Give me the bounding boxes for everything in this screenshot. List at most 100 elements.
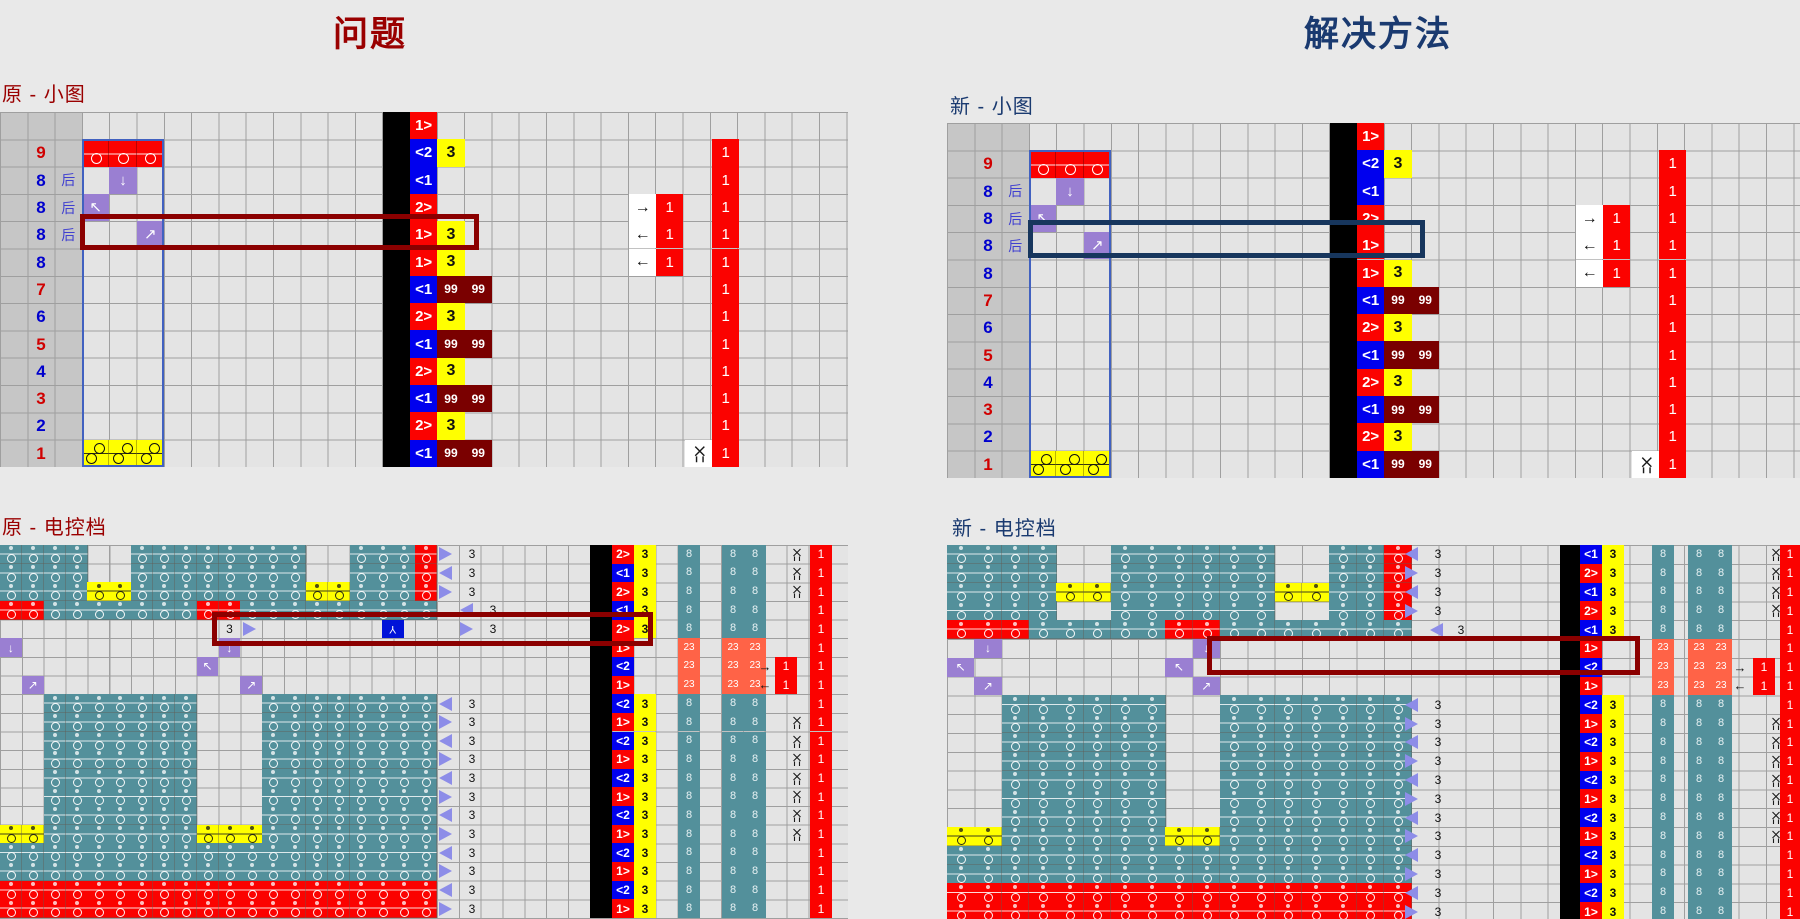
speed-cell: 8 xyxy=(722,545,744,564)
knit-cell xyxy=(1247,545,1276,565)
knit-cell xyxy=(974,902,1003,919)
knit-cell xyxy=(371,694,394,714)
speed-cell: 8 xyxy=(678,619,700,639)
clip-symbol-icon xyxy=(793,753,801,767)
knit-cell xyxy=(284,880,307,900)
knit-cell xyxy=(1220,582,1248,602)
carriage-direction-triangle-icon xyxy=(439,547,452,562)
speed-cell: 8 xyxy=(1688,695,1710,715)
takedown-cell: 1 xyxy=(1659,286,1687,315)
knit-cell xyxy=(131,694,154,714)
knit-cell xyxy=(1220,808,1248,828)
knit-cell xyxy=(240,545,263,565)
knit-cell xyxy=(974,563,1003,584)
knit-cell xyxy=(284,582,307,602)
knit-cell xyxy=(0,843,23,863)
direction-cell: <2 xyxy=(612,843,634,863)
knit-cell xyxy=(1056,714,1084,734)
new-small-label: 新 - 小图 xyxy=(950,96,1034,118)
speed-cell: 8 xyxy=(1688,770,1710,790)
clip-symbol-icon xyxy=(793,567,801,580)
pass-count-label: 3 xyxy=(1434,810,1442,825)
row-number: 8 xyxy=(36,170,46,190)
knit-cell xyxy=(1110,770,1139,790)
speed-cell: 8 xyxy=(678,824,700,844)
knit-cell xyxy=(1383,808,1412,828)
knit-cell xyxy=(21,899,45,919)
takedown-cell: 1 xyxy=(1780,714,1800,733)
speed-cell: 23 xyxy=(678,675,700,695)
carrier-arrow: → xyxy=(1733,659,1747,675)
takedown-cell: 1 xyxy=(810,731,832,751)
speed-cell: 8 xyxy=(744,750,766,769)
speed-cell: 8 xyxy=(678,787,700,807)
knit-cell xyxy=(109,600,132,621)
knit-cell xyxy=(152,806,176,826)
stitch-number-cell: 3 xyxy=(1602,582,1624,602)
speed-cell: 8 xyxy=(678,806,700,825)
knit-cell xyxy=(131,768,154,788)
knit-cell xyxy=(43,545,67,565)
knit-cell xyxy=(1383,902,1412,919)
speed-cell: 8 xyxy=(678,768,700,788)
pass-count-label: 3 xyxy=(1434,584,1442,599)
knit-cell xyxy=(240,824,263,844)
pass-count-label: 3 xyxy=(468,808,476,823)
knit-cell xyxy=(109,824,132,844)
knit-cell xyxy=(43,750,67,770)
knit-cell xyxy=(349,843,372,863)
carriage-direction-triangle-icon xyxy=(1405,791,1418,806)
knit-cell xyxy=(1192,827,1221,847)
knit-cell xyxy=(1383,845,1412,866)
takedown-cell: 1 xyxy=(1659,341,1687,369)
knit-cell xyxy=(1138,733,1166,753)
knit-cell xyxy=(393,862,416,882)
knit-cell xyxy=(1329,883,1357,903)
direction-cell: 99 xyxy=(437,385,465,413)
knit-cell xyxy=(371,545,394,565)
direction-cell: 99 xyxy=(1384,396,1412,424)
knit-cell xyxy=(1356,845,1385,866)
pass-count-label: 3 xyxy=(1434,848,1442,863)
knit-cell xyxy=(218,582,241,602)
row-number: 8 xyxy=(983,209,993,229)
knit-cell xyxy=(131,731,154,751)
transfer-cell: ↓ xyxy=(109,166,137,194)
knit-cell xyxy=(82,439,110,467)
direction-cell: 3 xyxy=(1384,150,1412,178)
knit-cell xyxy=(131,899,154,919)
highlight-rect xyxy=(212,612,653,646)
knit-cell xyxy=(284,899,307,919)
direction-cell: 1> xyxy=(612,899,634,918)
speed-cell: 8 xyxy=(1652,695,1674,715)
knit-cell xyxy=(1138,545,1166,565)
knit-cell xyxy=(87,843,110,863)
pass-count-label: 3 xyxy=(468,584,476,599)
speed-cell: 8 xyxy=(678,862,700,881)
knit-cell xyxy=(327,806,351,826)
knit-cell xyxy=(1110,883,1139,903)
knit-cell xyxy=(65,787,88,807)
knit-cell xyxy=(1110,563,1139,584)
speed-cell: 8 xyxy=(1710,714,1732,733)
knit-cell xyxy=(1220,845,1248,866)
takedown-cell: 1 xyxy=(1659,204,1687,233)
knit-cell xyxy=(87,712,110,732)
stitch-number-cell: 3 xyxy=(1602,883,1624,903)
knit-cell xyxy=(43,880,67,900)
takedown-cell: 1 xyxy=(1780,676,1800,696)
speed-cell: 8 xyxy=(1688,789,1710,809)
speed-cell: 8 xyxy=(744,582,766,601)
solution-title: 解决方法 xyxy=(1303,15,1452,54)
knit-cell xyxy=(947,845,975,866)
speed-cell: 8 xyxy=(1652,620,1674,639)
knit-cell xyxy=(43,712,67,732)
speed-cell: 23 xyxy=(722,656,744,676)
takedown-cell: 1 xyxy=(1780,751,1800,771)
transfer-cell: ↖ xyxy=(1165,657,1193,677)
direction-cell: 1> xyxy=(612,862,634,881)
knit-cell xyxy=(1138,563,1166,584)
knit-cell xyxy=(109,439,137,467)
row-tag: 后 xyxy=(1008,183,1023,200)
carrier-cell: 1 xyxy=(775,656,797,676)
